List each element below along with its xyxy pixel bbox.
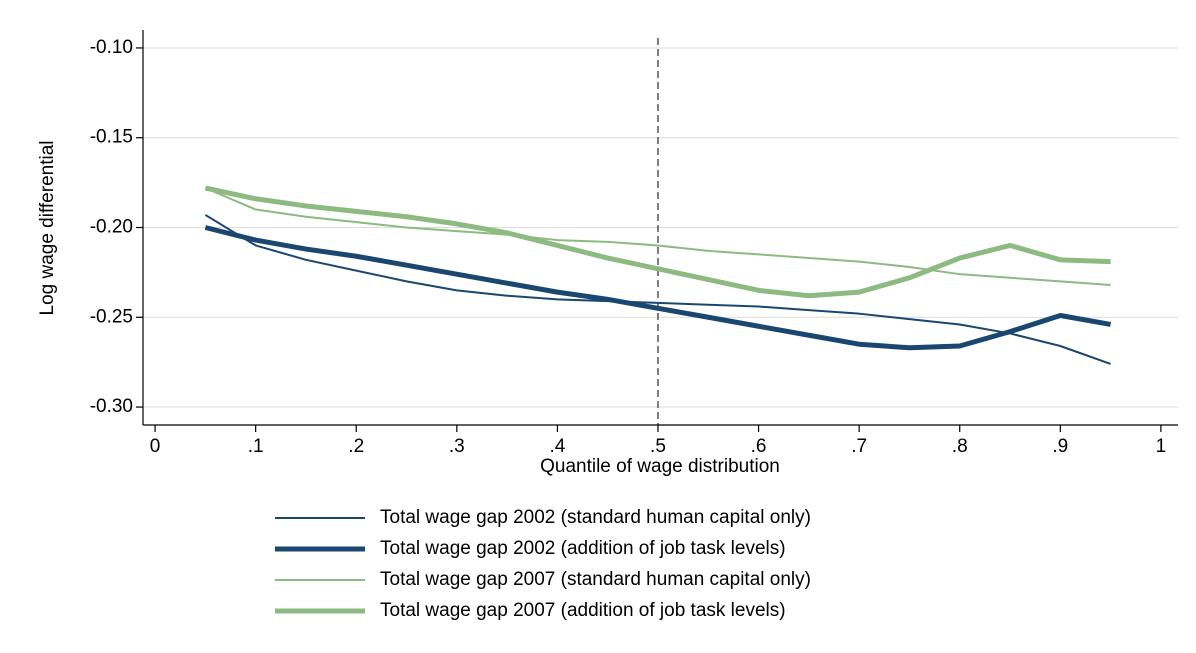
x-tick-label: .3 xyxy=(449,436,465,457)
x-tick-label: .1 xyxy=(248,436,264,457)
x-tick-label: .4 xyxy=(549,436,565,457)
x-tick-label: .8 xyxy=(952,436,968,457)
series-line xyxy=(204,187,1111,286)
legend-label: Total wage gap 2007 (standard human capi… xyxy=(380,569,811,590)
series-line xyxy=(204,225,1112,351)
x-tick-label: 0 xyxy=(150,436,161,457)
y-axis-label: Log wage differential xyxy=(37,141,58,316)
legend-label: Total wage gap 2002 (addition of job tas… xyxy=(380,538,786,559)
x-tick-label: .7 xyxy=(851,436,867,457)
y-tick-label: -0.20 xyxy=(90,217,133,238)
x-tick-label: 1 xyxy=(1156,436,1167,457)
y-tick-label: -0.30 xyxy=(90,396,133,417)
series-line xyxy=(204,185,1111,299)
x-tick-label: .9 xyxy=(1052,436,1068,457)
y-tick-label: -0.10 xyxy=(90,37,133,58)
x-tick-label: .2 xyxy=(348,436,364,457)
y-tick-label: -0.15 xyxy=(90,127,133,148)
x-tick-label: .5 xyxy=(650,436,666,457)
x-tick-label: .6 xyxy=(751,436,767,457)
legend-label: Total wage gap 2002 (standard human capi… xyxy=(380,507,811,528)
series-line xyxy=(204,214,1111,365)
x-axis-label: Quantile of wage distribution xyxy=(540,456,780,477)
legend-label: Total wage gap 2007 (addition of job tas… xyxy=(380,600,786,621)
y-tick-label: -0.25 xyxy=(90,306,133,327)
